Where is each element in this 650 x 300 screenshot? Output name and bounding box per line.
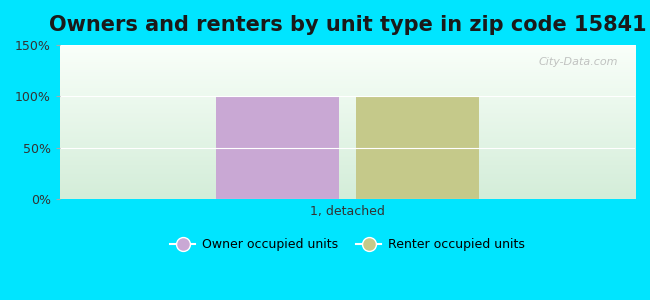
Legend: Owner occupied units, Renter occupied units: Owner occupied units, Renter occupied un… [165,233,530,256]
Text: City-Data.com: City-Data.com [538,57,617,67]
Title: Owners and renters by unit type in zip code 15841: Owners and renters by unit type in zip c… [49,15,646,35]
Bar [356,96,479,199]
Bar [216,96,339,199]
